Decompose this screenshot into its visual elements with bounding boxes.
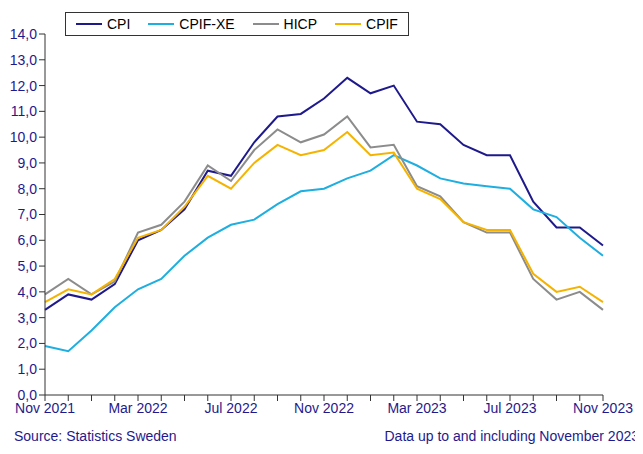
html-text:CPIF-XE: CPIF-XE bbox=[179, 16, 235, 32]
svg-text:1,0: 1,0 bbox=[18, 361, 38, 377]
svg-text:4,0: 4,0 bbox=[18, 284, 38, 300]
svg-text:Jul 2023: Jul 2023 bbox=[484, 400, 537, 416]
html-text:Source: Statistics Sweden: Source: Statistics Sweden bbox=[14, 428, 177, 444]
svg-text:0,0: 0,0 bbox=[18, 387, 38, 403]
svg-text:3,0: 3,0 bbox=[18, 310, 38, 326]
svg-text:5,0: 5,0 bbox=[18, 258, 38, 274]
svg-text:9,0: 9,0 bbox=[18, 155, 38, 171]
html-text:CPIF: CPIF bbox=[366, 16, 398, 32]
svg-text:Nov 2023: Nov 2023 bbox=[573, 400, 633, 416]
svg-text:7,0: 7,0 bbox=[18, 206, 38, 222]
html-text:HICP: HICP bbox=[283, 16, 317, 32]
svg-text:8,0: 8,0 bbox=[18, 181, 38, 197]
html-text:Data up to and including Novem: Data up to and including November 2023 bbox=[384, 428, 639, 444]
svg-text:Mar 2022: Mar 2022 bbox=[108, 400, 167, 416]
svg-text:Mar 2023: Mar 2023 bbox=[387, 400, 446, 416]
svg-text:Nov 2021: Nov 2021 bbox=[15, 399, 75, 416]
html-text:CPI: CPI bbox=[107, 16, 131, 32]
svg-text:14,0: 14,0 bbox=[10, 26, 37, 42]
svg-text:Nov 2022: Nov 2022 bbox=[294, 400, 354, 416]
svg-text:Jul 2022: Jul 2022 bbox=[205, 400, 258, 416]
svg-text:13,0: 13,0 bbox=[10, 52, 37, 68]
svg-text:12,0: 12,0 bbox=[10, 78, 37, 94]
svg-text:6,0: 6,0 bbox=[18, 232, 38, 248]
svg-text:10,0: 10,0 bbox=[10, 129, 37, 145]
svg-text:11,0: 11,0 bbox=[11, 103, 37, 119]
svg-text:2,0: 2,0 bbox=[18, 335, 38, 351]
